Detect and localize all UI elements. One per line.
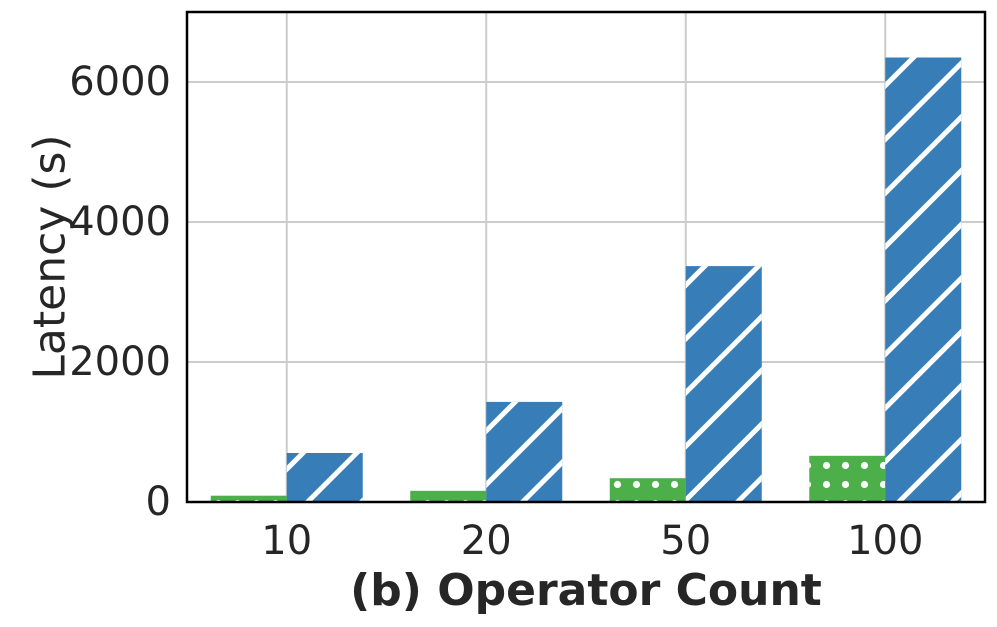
y-tick-label: 4000 xyxy=(69,199,171,245)
bar-pattern-series-1-10 xyxy=(210,495,287,502)
x-tick-label: 50 xyxy=(660,518,711,564)
y-tick-label: 2000 xyxy=(69,339,171,385)
y-tick-labels: 0 2000 4000 6000 xyxy=(69,59,171,525)
x-tick-label: 10 xyxy=(261,518,312,564)
bar-pattern-series-2-20 xyxy=(486,401,563,502)
bar-pattern-series-1-20 xyxy=(410,490,487,502)
y-tick-label: 6000 xyxy=(69,59,171,105)
x-axis-label: (b) Operator Count xyxy=(350,565,822,616)
bar-pattern-series-2-100 xyxy=(885,57,962,502)
y-tick-label: 0 xyxy=(146,479,171,525)
bar-pattern-series-1-100 xyxy=(809,455,886,502)
x-tick-labels: 10 20 50 100 xyxy=(261,518,923,564)
y-axis-label: Latency (s) xyxy=(25,134,76,379)
bar-pattern-series-2-10 xyxy=(286,453,363,502)
x-tick-label: 100 xyxy=(847,518,923,564)
bar-pattern-series-1-50 xyxy=(609,478,686,502)
grid-lines xyxy=(187,12,985,502)
bar-pattern-series-2-50 xyxy=(685,266,762,502)
bars xyxy=(210,57,962,502)
plot-frame xyxy=(185,10,987,504)
x-tick-label: 20 xyxy=(461,518,512,564)
